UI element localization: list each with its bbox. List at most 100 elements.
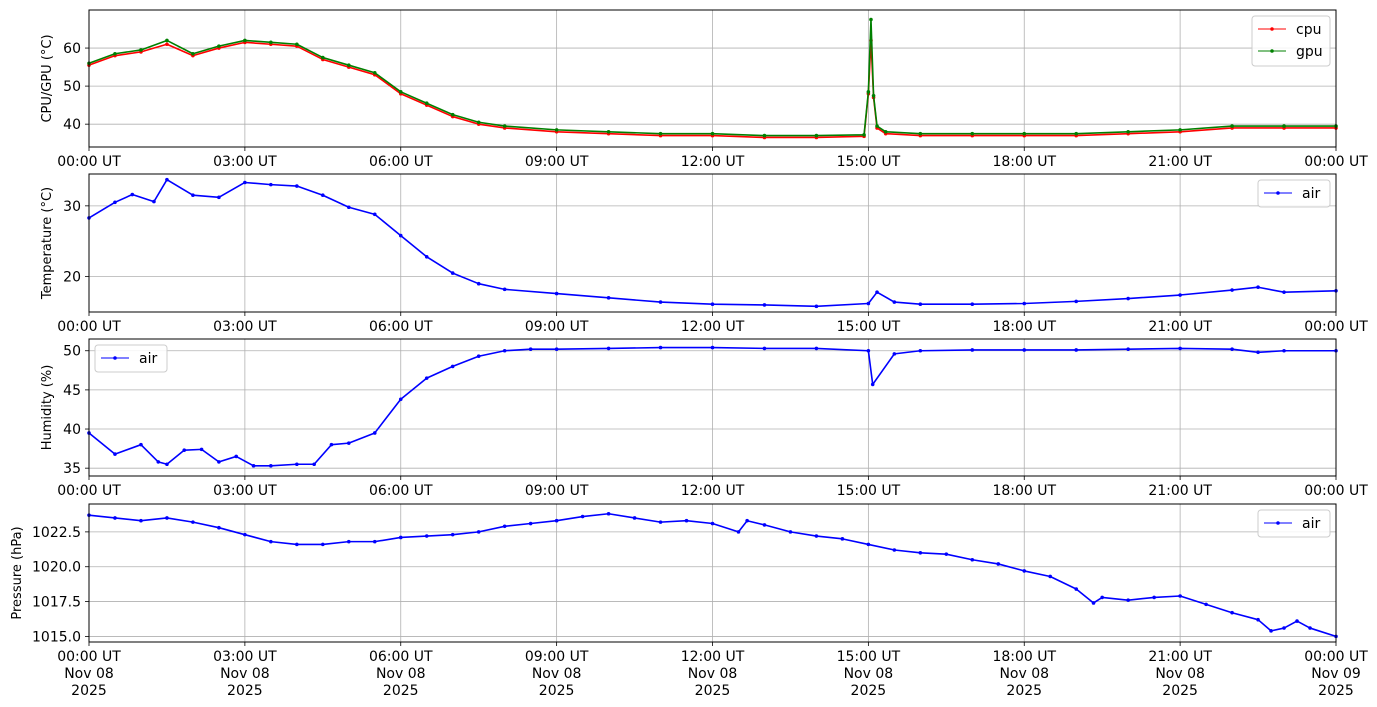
data-point — [1230, 610, 1234, 615]
x-tick-label-line: 21:00 UT — [1148, 319, 1212, 335]
legend: air — [94, 344, 168, 373]
x-tick-label-line: 2025 — [383, 683, 419, 699]
y-tick-label: 60 — [63, 41, 81, 57]
x-tick-label-line: 12:00 UT — [681, 483, 745, 499]
data-point — [870, 382, 875, 387]
plot-frame — [88, 9, 1337, 148]
x-tick-label-line: 15:00 UT — [837, 319, 901, 335]
data-point — [710, 521, 715, 526]
data-point — [554, 347, 559, 351]
data-point — [736, 530, 741, 534]
x-tick-label: 12:00 UT — [681, 319, 745, 335]
data-point — [424, 376, 429, 380]
x-tick-label-line: 12:00 UT — [681, 319, 745, 335]
data-point — [321, 55, 325, 60]
series-air — [87, 177, 1338, 309]
data-point — [918, 348, 923, 353]
data-point — [269, 539, 273, 544]
data-point — [840, 537, 845, 541]
legend-label: air — [139, 351, 157, 367]
data-point — [1230, 124, 1234, 128]
x-tick-label: 18:00 UT — [992, 319, 1056, 335]
data-point — [269, 464, 273, 468]
panel-3: 00:00 UT 03:00 UT 06:00 UT 09:00 UT 12:00 UT… — [40, 338, 1368, 499]
data-point — [745, 518, 749, 523]
y-tick-label: 40 — [63, 117, 81, 133]
y-tick-label: 1022.5 — [32, 525, 81, 541]
legend: air — [1257, 179, 1331, 208]
data-point — [476, 530, 481, 534]
x-tick-label-line: 03:00 UT — [213, 483, 277, 499]
data-point — [970, 131, 975, 136]
data-point — [1282, 626, 1286, 630]
data-point — [1126, 129, 1130, 134]
data-point — [329, 442, 334, 447]
data-point — [1074, 348, 1079, 352]
x-tick-label-line: 00:00 UT — [57, 319, 121, 335]
x-tick-label: 00:00 UT — [1304, 483, 1368, 499]
data-point — [1091, 601, 1096, 605]
x-tick-label: 09:00 UT — [525, 483, 589, 499]
legend-marker — [1276, 191, 1280, 195]
data-point — [346, 539, 351, 544]
x-tick-label: 12:00 UT Nov 08 2025 — [681, 649, 745, 699]
data-point — [139, 48, 143, 52]
x-tick-label-line: 2025 — [1162, 683, 1198, 699]
x-tick-label: 06:00 UT — [369, 319, 433, 335]
data-point — [191, 51, 195, 56]
data-point — [554, 128, 559, 132]
data-point — [113, 516, 117, 520]
y-tick-label: 30 — [63, 199, 81, 215]
data-point — [580, 514, 585, 519]
plot-frame — [88, 173, 1337, 313]
x-tick-label-line: 12:00 UT — [681, 154, 745, 170]
data-point — [862, 133, 866, 137]
plot-frame — [88, 338, 1337, 477]
x-tick-label: 21:00 UT — [1148, 154, 1212, 170]
x-tick-label-line: Nov 08 — [376, 666, 426, 682]
x-tick-label-line: 09:00 UT — [525, 154, 589, 170]
data-point — [892, 352, 897, 356]
data-point — [346, 441, 351, 445]
x-tick-label-line: 09:00 UT — [525, 483, 589, 499]
x-tick-label-line: Nov 08 — [64, 666, 114, 682]
data-point — [1048, 574, 1053, 579]
legend-marker — [1270, 49, 1274, 53]
data-point — [528, 521, 533, 526]
x-tick-label: 03:00 UT — [213, 483, 277, 499]
data-point — [606, 346, 611, 351]
legend-box — [1257, 509, 1331, 538]
x-tick-label: 09:00 UT — [525, 319, 589, 335]
x-tick-label-line: 21:00 UT — [1148, 483, 1212, 499]
x-tick-label-line: 12:00 UT — [681, 649, 745, 665]
data-point — [1074, 131, 1079, 136]
x-tick-label-line: 03:00 UT — [213, 649, 277, 665]
x-tick-label-line: 21:00 UT — [1148, 649, 1212, 665]
data-point — [191, 193, 195, 198]
x-tick-label-line: 15:00 UT — [837, 154, 901, 170]
x-tick-label-line: Nov 08 — [999, 666, 1049, 682]
legend-marker — [1270, 27, 1274, 31]
x-tick-label-line: 2025 — [227, 683, 263, 699]
data-point — [269, 40, 273, 45]
data-point — [1152, 595, 1156, 600]
x-tick-label-line: 09:00 UT — [525, 319, 589, 335]
data-point — [1230, 347, 1234, 351]
x-tick-label-line: Nov 08 — [688, 666, 738, 682]
data-point — [554, 518, 559, 523]
legend-marker — [113, 356, 117, 360]
x-tick-label-line: Nov 09 — [1311, 666, 1361, 682]
data-point — [139, 442, 143, 447]
data-point — [372, 539, 377, 544]
data-point — [321, 542, 325, 547]
x-tick-label: 15:00 UT Nov 08 2025 — [837, 649, 901, 699]
data-point — [866, 348, 871, 353]
x-tick-label-line: Nov 08 — [1155, 666, 1205, 682]
data-point — [251, 464, 256, 468]
data-point — [372, 212, 377, 217]
data-point — [321, 193, 325, 198]
data-point — [199, 447, 204, 452]
x-tick-label-line: 06:00 UT — [369, 483, 433, 499]
data-point — [1178, 128, 1182, 132]
